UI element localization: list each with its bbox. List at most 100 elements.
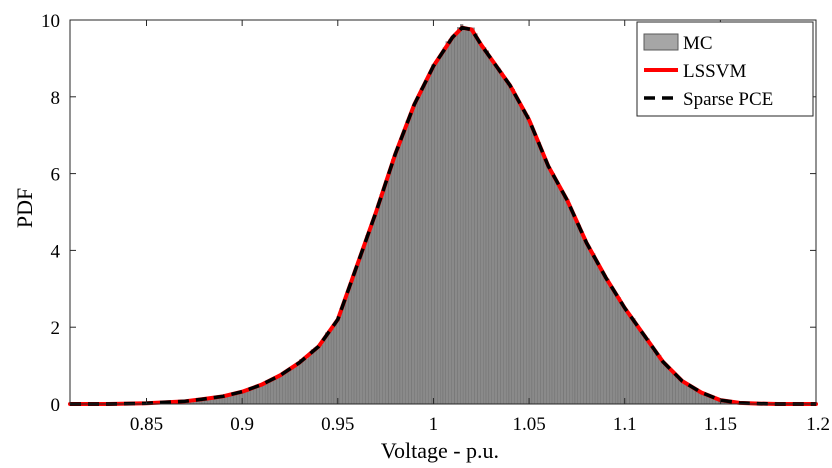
x-tick-label: 0.85 (130, 414, 163, 435)
y-tick-label: 8 (51, 88, 61, 109)
histogram-bar (411, 110, 415, 405)
histogram-bar (402, 129, 406, 405)
histogram-bar (534, 137, 538, 405)
histogram-bar (474, 33, 478, 405)
histogram-bar (580, 231, 584, 405)
histogram-bar (471, 27, 475, 405)
histogram-bar (620, 302, 624, 405)
histogram-bar (437, 59, 441, 405)
histogram-bar (643, 335, 647, 405)
histogram-bar (583, 240, 587, 405)
histogram-bar (262, 383, 266, 405)
histogram-bar (462, 27, 467, 405)
histogram-bar (485, 50, 490, 405)
histogram-bar (603, 274, 607, 405)
histogram-bar (448, 38, 452, 405)
histogram-bar (477, 40, 481, 405)
histogram-bar (617, 297, 622, 405)
histogram-bar (256, 385, 260, 405)
histogram-bar (388, 170, 392, 405)
histogram-bar (666, 366, 670, 405)
sparse-pce-line (70, 25, 816, 406)
histogram-bar (414, 102, 418, 405)
y-tick-label: 2 (51, 318, 61, 339)
histogram-bar (371, 223, 375, 405)
legend: MC LSSVM Sparse PCE (636, 21, 814, 117)
histogram-bar (336, 316, 340, 405)
histogram-bar (319, 344, 323, 405)
histogram-bar (655, 353, 659, 405)
histogram-bar (299, 359, 303, 405)
y-tick-label: 0 (51, 395, 61, 416)
x-tick-label: 1.05 (512, 414, 545, 435)
x-tick-label: 1.2 (806, 414, 830, 435)
histogram-bar (480, 45, 484, 405)
histogram-bar (635, 324, 639, 405)
histogram-bar (428, 72, 432, 405)
histogram-bar (551, 173, 556, 405)
histogram-bar (431, 64, 435, 405)
histogram-bar (600, 272, 604, 405)
histogram-bar (543, 158, 547, 405)
histogram-bar (365, 235, 369, 405)
legend-label: MC (683, 33, 713, 54)
histogram-bar (445, 41, 449, 405)
x-tick-label: 0.9 (230, 414, 254, 435)
histogram-bar (399, 139, 403, 405)
histogram-bar (273, 377, 277, 405)
histogram-bar (279, 374, 283, 405)
histogram-bar (405, 120, 409, 405)
histogram-bar (592, 253, 596, 405)
histogram-bar (612, 292, 616, 405)
histogram-bar (296, 361, 300, 405)
histogram-bar (417, 94, 421, 405)
histogram-bar (253, 386, 257, 405)
histogram-bar (531, 132, 535, 405)
axes (69, 19, 817, 405)
histogram-bar (302, 359, 306, 405)
histogram-bar (546, 166, 550, 405)
histogram-bar (623, 309, 627, 405)
histogram-bar (394, 151, 398, 405)
histogram-bar (276, 376, 280, 405)
histogram-bar (391, 159, 395, 405)
legend-swatch-mc (643, 33, 679, 51)
histogram-bar (652, 351, 656, 405)
histogram-bar (520, 108, 524, 405)
histogram-bar (376, 203, 381, 405)
histogram-bar (669, 369, 673, 405)
histogram-bar (333, 324, 337, 405)
histogram-bar (540, 149, 544, 405)
histogram-bar (422, 85, 426, 405)
histogram-bar (345, 296, 349, 405)
histogram-bar (609, 285, 613, 405)
histogram-bar (606, 278, 610, 405)
histogram-bar (330, 328, 335, 405)
histogram-bar (500, 71, 504, 405)
histogram-bar (528, 123, 533, 405)
histogram-bar (508, 85, 512, 405)
histogram-bar (325, 332, 329, 405)
histogram-bar (313, 347, 317, 405)
histogram-bar (594, 260, 599, 405)
histogram-bar (356, 263, 360, 405)
histogram-bar (571, 216, 576, 405)
histogram-bar (526, 114, 530, 405)
histogram-bar (285, 370, 289, 405)
histogram-bar (434, 60, 438, 405)
series-lines (68, 25, 818, 406)
histogram-bar (569, 207, 573, 405)
y-axis-label: PDF (12, 188, 37, 228)
x-tick-label: 1 (429, 414, 439, 435)
histogram-bar (359, 255, 363, 405)
histogram-bar (457, 27, 461, 405)
histogram-bar (339, 307, 343, 405)
histogram-bar (419, 88, 424, 405)
histogram-bar (465, 28, 469, 405)
histogram-bar (293, 366, 297, 405)
x-axis-label: Voltage - p.u. (381, 438, 499, 463)
histogram-bar (454, 32, 458, 405)
histogram-bar (491, 63, 495, 405)
histogram-bar (342, 302, 346, 405)
histogram-bar (646, 338, 650, 405)
